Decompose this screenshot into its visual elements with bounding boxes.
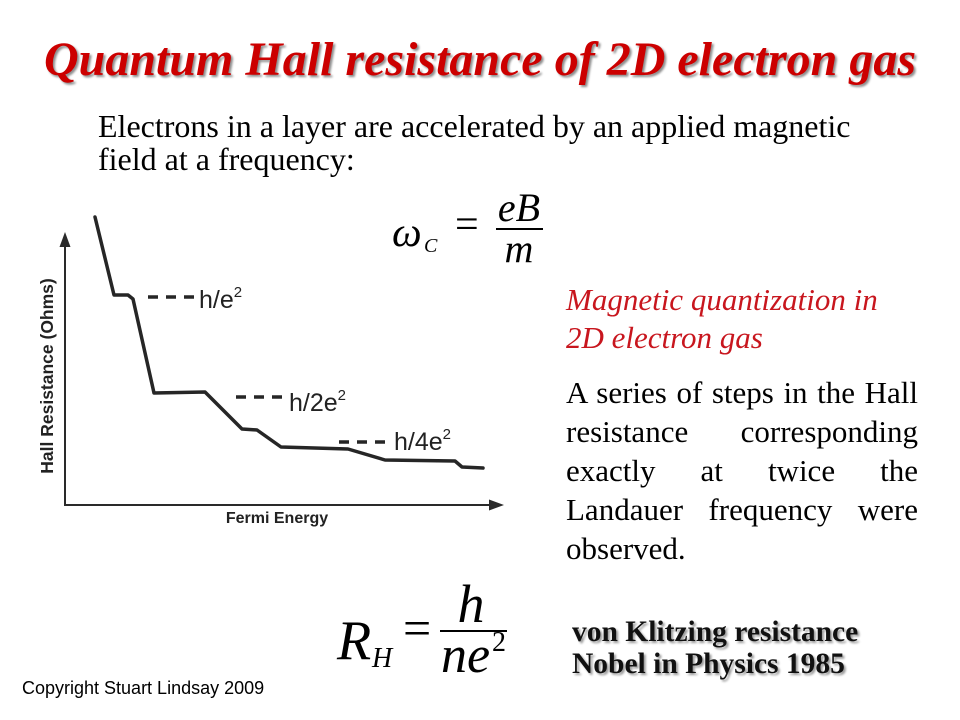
x-axis: [64, 499, 504, 511]
side-paragraph-line: A series of steps in the Hall: [566, 375, 918, 410]
x-axis-label: Fermi Energy: [226, 510, 328, 527]
plateau-label-2-exponent: 2: [338, 387, 346, 404]
denominator-exponent: 2: [492, 627, 506, 658]
fraction-numerator: h: [457, 574, 485, 634]
plateau-label-1-exponent: 2: [234, 284, 242, 301]
fraction-denominator: ne: [441, 627, 491, 684]
resistance-subscript: H: [372, 643, 393, 674]
equals-sign: =: [455, 202, 479, 248]
intro-line: Electrons in a layer are accelerated by …: [98, 108, 851, 144]
omega-symbol: ω: [392, 210, 422, 256]
plateau-label-3-base: h/4e: [394, 428, 443, 456]
omega-subscript: C: [424, 235, 438, 257]
side-heading-line: Magnetic quantization in: [566, 282, 878, 317]
intro-paragraph: Electrons in a layer are accelerated by …: [98, 110, 850, 176]
intro-line: field at a frequency:: [98, 141, 355, 177]
nobel-caption: von Klitzing resistance Nobel in Physics…: [572, 616, 858, 680]
side-heading-line: 2D electron gas: [566, 320, 763, 355]
caption-line: Nobel in Physics 1985: [572, 648, 845, 680]
y-axis-label: Hall Resistance (Ohms): [37, 278, 57, 473]
resistance-symbol: R: [337, 610, 372, 672]
plateau-label-3-exponent: 2: [443, 426, 451, 443]
side-paragraph-line: exactly at twice the: [566, 453, 918, 488]
side-paragraph-line: observed.: [566, 531, 686, 566]
fraction-numerator: eB: [497, 185, 541, 230]
y-axis: [59, 232, 71, 506]
side-paragraph-line: Landauer frequency were: [566, 492, 918, 527]
y-axis-arrowhead: [59, 232, 71, 247]
equals-sign: =: [403, 600, 432, 656]
fraction-bar: [440, 630, 507, 632]
slide-title: Quantum Hall resistance of 2D electron g…: [43, 33, 917, 86]
fraction-bar: [496, 228, 543, 230]
x-axis-arrowhead: [489, 499, 504, 511]
side-paragraph: A series of steps in the Hall resistance…: [566, 373, 918, 568]
fraction-denominator: m: [504, 226, 534, 271]
plateau-label-3: h/4e2: [394, 426, 451, 456]
side-paragraph-line: resistance corresponding: [566, 414, 918, 449]
copyright-notice: Copyright Stuart Lindsay 2009: [22, 678, 265, 698]
plateau-label-2: h/2e2: [289, 387, 346, 417]
caption-line: von Klitzing resistance: [572, 616, 859, 648]
plateau-label-1: h/e2: [199, 284, 242, 314]
side-heading: Magnetic quantization in 2D electron gas: [566, 281, 878, 357]
plateau-label-2-base: h/2e: [289, 389, 338, 417]
plateau-label-1-base: h/e: [199, 286, 234, 314]
